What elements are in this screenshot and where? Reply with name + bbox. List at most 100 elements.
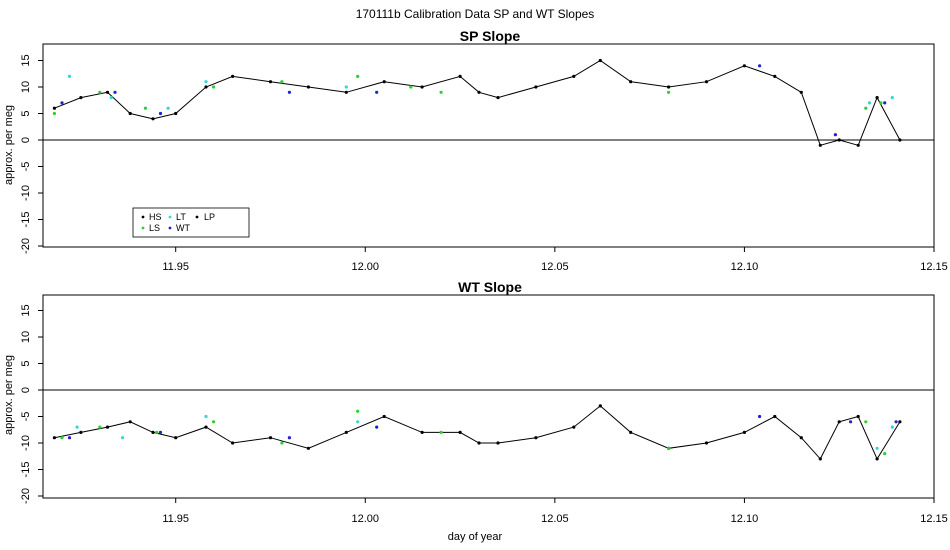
wt-point-ls [667,446,671,450]
sp-point-lt [344,85,348,89]
wt-point-wt [375,425,379,429]
wt-point-hs [382,414,386,419]
sp-x-tick-label: 11.95 [162,261,189,273]
sp-point-wt [758,64,762,68]
sp-point-hs [231,74,235,78]
wt-point-wt [287,436,291,440]
legend-box [132,207,250,238]
sp-y-tick-label: -20 [20,238,32,254]
wt-point-wt [849,420,853,424]
wt-point-lt [875,446,879,450]
sp-y-tick-label: 5 [20,110,32,116]
wt-point-lt [204,414,208,419]
wt-point-hs [496,441,500,445]
wt-point-hs [534,436,538,440]
legend-label-wt: WT [176,223,190,233]
wt-point-ls [864,420,868,424]
wt-point-hs [898,420,902,424]
wt-point-hs [477,441,481,445]
sp-point-ls [98,90,102,94]
sp-point-wt [833,133,838,137]
legend-label-lp: LP [204,212,215,222]
sp-point-ls [356,74,360,78]
sp-y-tick-label: 10 [20,81,32,93]
sp-series-line-hs [54,59,901,146]
wt-x-tick-label: 12.15 [920,513,948,525]
wt-x-tick-label: 12.10 [731,513,759,525]
sp-y-tick-label: -5 [20,162,32,172]
sp-point-hs [174,111,178,116]
wt-point-wt [894,420,898,424]
wt-y-tick-label: 0 [20,387,32,393]
sp-point-hs [204,85,208,89]
sp-point-hs [382,80,386,84]
sp-point-hs [742,64,747,68]
wt-point-hs [818,457,822,461]
sp-point-hs [856,143,860,147]
figure-title: 170111b Calibration Data SP and WT Slope… [356,7,595,21]
sp-point-ls [879,101,883,105]
sp-point-hs [704,80,709,84]
sp-point-ls [439,90,443,94]
wt-point-wt [158,430,163,434]
wt-point-ls [280,441,284,445]
legend-swatch-ls [141,226,145,230]
wt-point-hs [572,425,576,429]
sp-y-tick-label: 15 [20,54,32,66]
wt-point-hs [151,430,155,434]
legend: HS LS LT WT LP [132,207,250,238]
sp-point-hs [52,106,57,110]
wt-point-ls [212,420,216,424]
sp-y-tick-label: 0 [20,137,32,143]
sp-point-hs [344,90,348,94]
sp-point-hs [420,85,424,89]
wt-y-tick-label: 5 [20,360,32,366]
wt-point-hs [856,414,860,419]
sp-point-hs [105,90,110,94]
wt-point-hs [629,430,633,434]
wt-point-hs [598,404,602,408]
sp-point-hs [151,117,155,121]
legend-swatch-wt [168,226,172,230]
wt-point-wt [67,436,72,440]
wt-point-hs [344,430,348,434]
wt-y-tick-label: -5 [20,412,32,422]
wt-y-tick-label: 10 [20,331,32,343]
sp-x-tick-label: 12.00 [352,261,380,273]
sp-point-wt [158,111,163,116]
wt-point-hs [105,425,110,429]
sp-point-ls [667,90,671,94]
sp-point-wt [883,101,887,105]
wt-point-hs [742,430,747,434]
sp-point-wt [375,90,379,94]
sp-point-ls [143,106,147,110]
sp-point-lt [867,101,872,105]
sp-point-wt [60,101,64,105]
legend-item-ls: LS [141,223,160,233]
wt-data-layer: 15 10 5 0 -5 -10 -15 -20 11.95 12.00 12.05 12.10 12.… [20,304,948,525]
sp-point-ls [212,85,216,89]
sp-point-lt [166,106,170,110]
wt-point-hs [204,425,208,429]
wt-point-hs [458,430,462,434]
wt-point-ls [439,430,443,434]
wt-point-hs [837,420,841,424]
wt-y-axis-label: approx. per meg [3,355,15,435]
sp-point-lt [109,96,113,100]
sp-point-hs [268,80,273,84]
wt-point-hs [128,420,132,424]
wt-y-tick-label: -10 [20,435,32,451]
sp-point-hs [773,74,777,78]
sp-point-hs [837,138,841,142]
wt-point-hs [704,441,709,445]
sp-y-tick-label: -10 [20,185,32,201]
legend-label-lt: LT [176,212,186,222]
wt-point-hs [52,436,57,440]
sp-plot-frame [42,43,935,248]
wt-plot-frame [42,294,935,499]
legend-item-wt: WT [168,223,190,233]
wt-x-tick-label: 12.05 [541,513,569,525]
wt-point-ls [883,452,887,456]
